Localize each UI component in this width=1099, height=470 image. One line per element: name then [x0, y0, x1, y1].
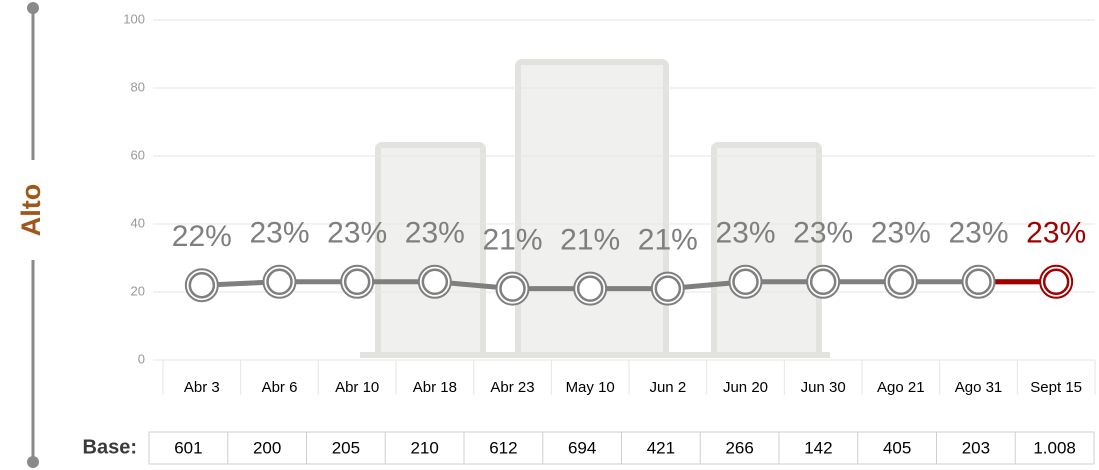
y-tick-label: 0 [138, 351, 145, 366]
x-tick-label: Jun 20 [723, 379, 768, 396]
base-value: 266 [725, 438, 753, 457]
side-rule-dot [27, 456, 39, 468]
value-label: 23% [1026, 217, 1086, 250]
value-label: 23% [948, 217, 1008, 250]
x-tick-label: Ago 31 [955, 379, 1003, 396]
base-value: 205 [332, 438, 360, 457]
value-label: 21% [560, 224, 620, 257]
y-tick-label: 100 [123, 11, 145, 26]
value-label: 23% [405, 217, 465, 250]
base-value: 421 [647, 438, 675, 457]
base-value: 200 [253, 438, 281, 457]
base-value: 694 [568, 438, 596, 457]
y-tick-label: 20 [131, 283, 145, 298]
x-tick-label: Ago 21 [877, 379, 925, 396]
value-label: 23% [249, 217, 309, 250]
y-axis-label: Alto [16, 184, 46, 236]
x-tick-label: May 10 [566, 379, 615, 396]
side-rule-dot [27, 2, 39, 14]
value-label: 22% [172, 220, 232, 253]
x-tick-label: Abr 10 [335, 379, 379, 396]
value-label: 23% [327, 217, 387, 250]
value-label: 21% [482, 224, 542, 257]
base-label: Base: [83, 436, 137, 458]
x-tick-label: Abr 18 [413, 379, 457, 396]
base-value: 142 [804, 438, 832, 457]
x-tick-label: Abr 6 [262, 379, 298, 396]
value-label: 23% [715, 217, 775, 250]
x-tick-label: Jun 30 [801, 379, 846, 396]
value-label: 23% [793, 217, 853, 250]
x-tick-label: Sept 15 [1030, 379, 1082, 396]
base-value: 601 [174, 438, 202, 457]
x-tick-label: Abr 23 [490, 379, 534, 396]
value-label: 21% [638, 224, 698, 257]
base-value: 405 [883, 438, 911, 457]
base-value: 203 [962, 438, 990, 457]
x-tick-label: Abr 3 [184, 379, 220, 396]
base-value: 612 [489, 438, 517, 457]
y-tick-label: 80 [131, 79, 145, 94]
y-tick-label: 40 [131, 215, 145, 230]
chart: Alto Base: 0 20 40 60 80 100 22% 23% 23% 23% 21% 21… [0, 0, 1099, 470]
base-value: 1.008 [1033, 438, 1076, 457]
y-tick-label: 60 [131, 147, 145, 162]
background-buildings [360, 62, 830, 358]
value-label: 23% [871, 217, 931, 250]
x-tick-label: Jun 2 [649, 379, 686, 396]
base-value: 210 [410, 438, 438, 457]
